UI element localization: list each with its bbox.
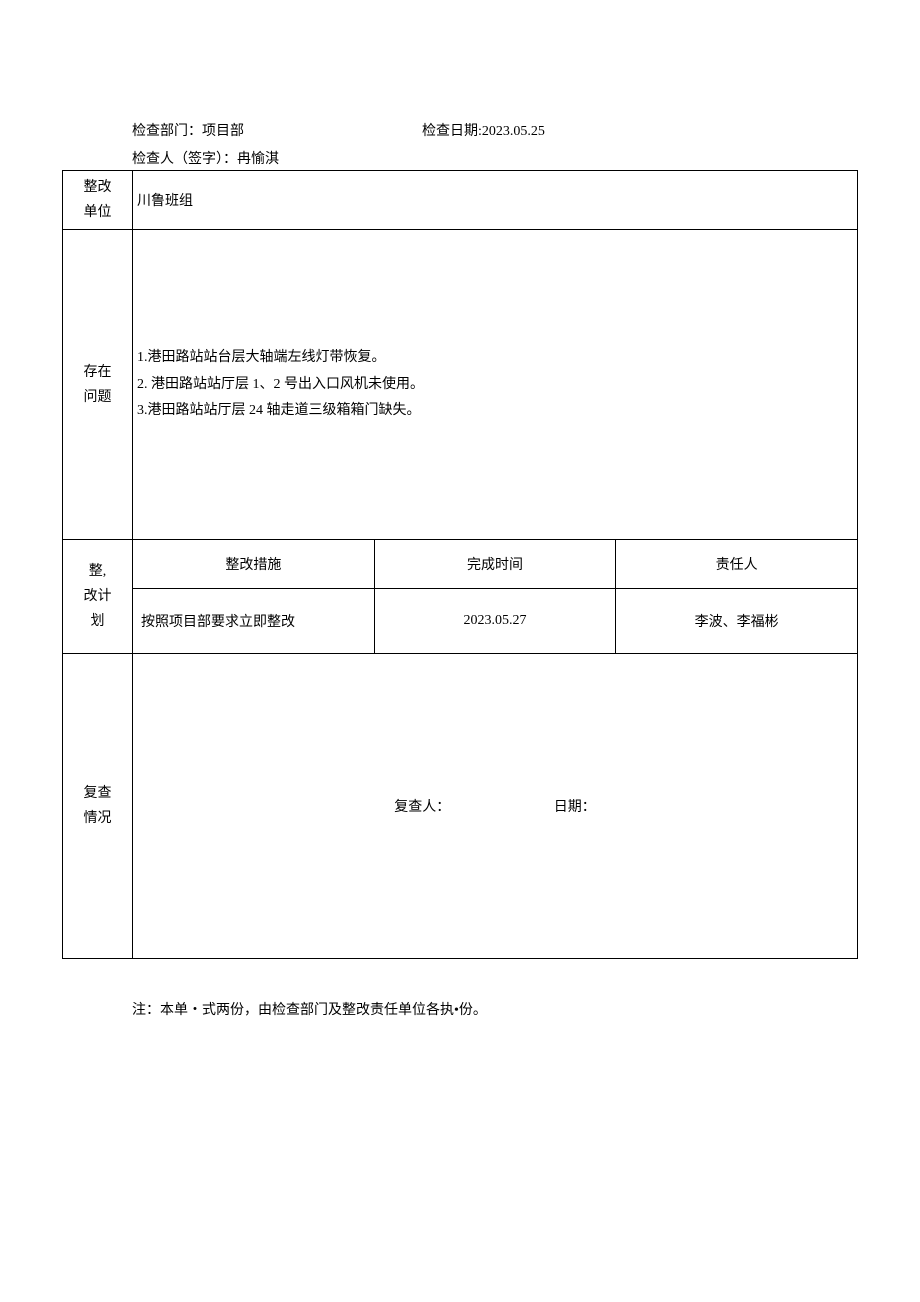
issues-label-line2: 问题 <box>67 385 128 410</box>
header-row: 检查部门：项目部 检查日期:2023.05.25 <box>62 120 858 140</box>
unit-label-line1: 整改 <box>67 175 128 200</box>
review-footer: 复查人： 日期： <box>137 796 853 816</box>
form-table: 整改 单位 川鲁班组 存在 问题 1.港田路站站台层大轴端左线灯带恢复。 2. … <box>62 170 858 959</box>
dept-label: 检查部门：项目部 <box>132 120 422 140</box>
plan-header-row: 整, 改计 划 整改措施 完成时间 责任人 <box>63 540 858 589</box>
review-label-line2: 情况 <box>67 806 128 831</box>
plan-measure-value: 按照项目部要求立即整改 <box>133 589 375 654</box>
review-date-label: 日期： <box>554 796 596 816</box>
reviewer-label: 复查人： <box>394 796 450 816</box>
unit-row: 整改 单位 川鲁班组 <box>63 171 858 230</box>
plan-time-value: 2023.05.27 <box>374 589 616 654</box>
plan-label-line3: 划 <box>67 609 128 634</box>
issues-label-line1: 存在 <box>67 360 128 385</box>
footnote: 注：本单・式两份，由检查部门及整改责任单位各执•份。 <box>62 999 858 1019</box>
signer-row: 检查人（签字）：冉愉淇 <box>62 148 858 168</box>
issue-item-2: 2. 港田路站站厅层 1、2 号出入口风机未使用。 <box>137 372 853 399</box>
issues-content: 1.港田路站站台层大轴端左线灯带恢复。 2. 港田路站站厅层 1、2 号出入口风… <box>133 230 858 540</box>
plan-person-value: 李波、李福彬 <box>616 589 858 654</box>
plan-col-time: 完成时间 <box>374 540 616 589</box>
issues-row: 存在 问题 1.港田路站站台层大轴端左线灯带恢复。 2. 港田路站站厅层 1、2… <box>63 230 858 540</box>
plan-label-line1: 整, <box>67 559 128 584</box>
issues-label: 存在 问题 <box>63 230 133 540</box>
issue-item-1: 1.港田路站站台层大轴端左线灯带恢复。 <box>137 345 853 372</box>
review-label-line1: 复查 <box>67 781 128 806</box>
review-label: 复查 情况 <box>63 654 133 959</box>
plan-col-measure: 整改措施 <box>133 540 375 589</box>
plan-value-row: 按照项目部要求立即整改 2023.05.27 李波、李福彬 <box>63 589 858 654</box>
plan-label: 整, 改计 划 <box>63 540 133 654</box>
review-content: 复查人： 日期： <box>133 654 858 959</box>
unit-value: 川鲁班组 <box>133 171 858 230</box>
unit-label: 整改 单位 <box>63 171 133 230</box>
plan-col-person: 责任人 <box>616 540 858 589</box>
plan-label-line2: 改计 <box>67 584 128 609</box>
unit-label-line2: 单位 <box>67 200 128 225</box>
review-row: 复查 情况 复查人： 日期： <box>63 654 858 959</box>
date-label: 检查日期:2023.05.25 <box>422 120 858 140</box>
issue-item-3: 3.港田路站站厅层 24 轴走道三级箱箱门缺失。 <box>137 398 853 425</box>
